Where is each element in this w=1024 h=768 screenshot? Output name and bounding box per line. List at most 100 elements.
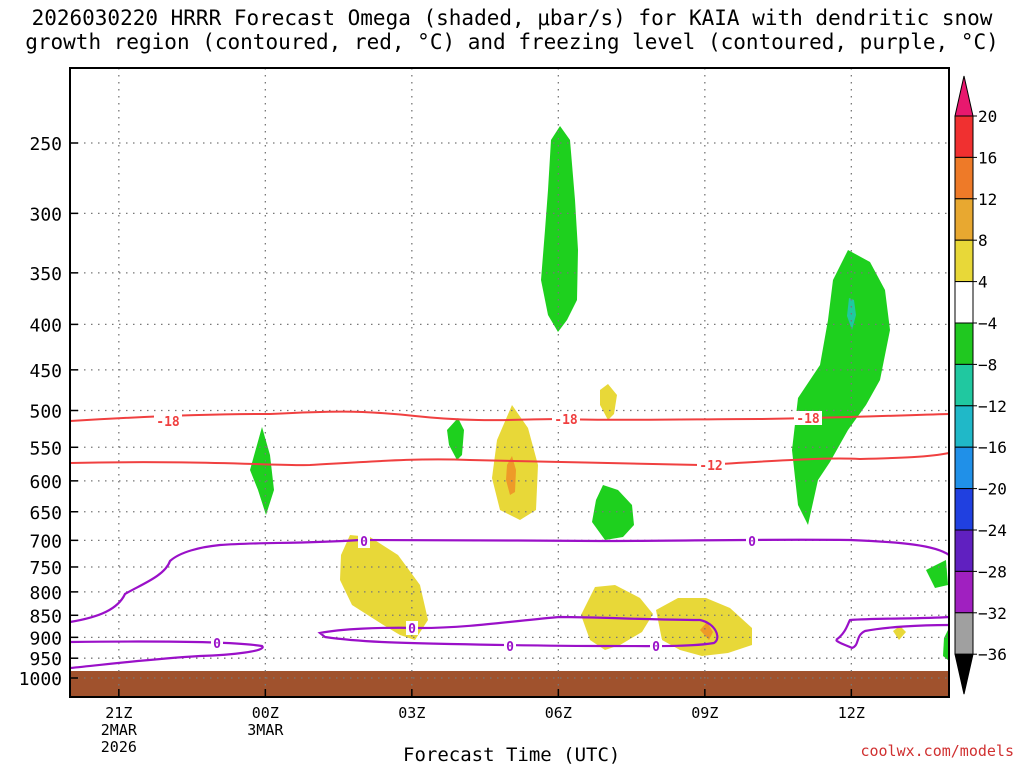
y-tick-label: 550 <box>29 438 62 459</box>
colorbar-label: 12 <box>978 190 997 209</box>
y-tick-label: 300 <box>29 204 62 225</box>
x-tick-label: 00Z <box>252 704 279 722</box>
y-tick-label: 400 <box>29 315 62 336</box>
plot-border <box>69 67 950 698</box>
colorbar-segment <box>954 198 974 241</box>
colorbar-segment <box>954 446 974 490</box>
colorbar-segment <box>954 239 974 283</box>
contour-label-bg <box>154 414 182 428</box>
colorbar-segment <box>954 363 974 407</box>
x-tick-label: 3MAR <box>247 721 284 739</box>
colorbar-bottom-triangle <box>954 653 974 695</box>
y-tick-label: 850 <box>29 606 62 627</box>
contour-label-bg <box>697 458 725 472</box>
y-axis-ticks: 2503003504004505005506006507007508008509… <box>19 134 78 690</box>
colorbar-top-triangle <box>954 75 974 117</box>
x-tick-label: 2026 <box>101 738 137 756</box>
contour-label-bg <box>552 412 580 426</box>
x-tick-label: 03Z <box>398 704 425 722</box>
y-tick-label: 500 <box>29 402 62 423</box>
contour-label: 0 <box>652 640 660 655</box>
colorbar-label: 20 <box>978 107 997 126</box>
temperature-contours: -18 -18 -18 -12 0 0 0 0 0 0 <box>69 410 950 670</box>
chart-title-line-2: growth region (contoured, red, °C) and f… <box>25 30 999 54</box>
y-tick-label: 700 <box>29 531 62 552</box>
x-tick-label: 06Z <box>545 704 572 722</box>
contour-label-bg <box>211 636 223 650</box>
y-tick-label: 750 <box>29 558 62 579</box>
colorbar-label: −12 <box>978 397 1007 416</box>
contour-label: -18 <box>554 413 578 428</box>
colorbar-label: −28 <box>978 562 1007 581</box>
green-blob-2 <box>792 250 890 525</box>
contour-label: -18 <box>796 412 820 427</box>
y-tick-label: 650 <box>29 503 62 524</box>
yellow-blob-6 <box>893 626 906 640</box>
contour-label-bg <box>746 534 758 548</box>
orange-core-2 <box>700 622 713 640</box>
colorbar-segment <box>954 488 974 531</box>
plot-frame <box>69 67 950 698</box>
contour-label: 0 <box>213 637 221 652</box>
contour-dendritic-minus18 <box>69 410 950 422</box>
colorbar-segment <box>954 322 974 365</box>
contour-freezing-upper <box>69 538 950 624</box>
y-tick-label: 800 <box>29 583 62 604</box>
contour-label: 0 <box>748 535 756 550</box>
y-tick-label: 250 <box>29 134 62 155</box>
colorbar-label: 8 <box>978 231 988 250</box>
colorbar-label: 4 <box>978 273 988 292</box>
contour-label: 0 <box>506 640 514 655</box>
contour-freezing-right <box>835 615 950 650</box>
yellow-blob-1 <box>492 405 538 520</box>
x-tick-label: 12Z <box>838 704 865 722</box>
yellow-blob-2 <box>600 384 617 420</box>
colorbar-segment <box>954 570 974 614</box>
green-blob-5 <box>592 485 634 540</box>
contour-label-bg <box>794 411 822 425</box>
colorbar: 20 16 12 8 4 −4 −8 −12 −16 −20 −24 −28 −32 −36 <box>954 75 1007 695</box>
credit-text: coolwx.com/models <box>860 742 1014 760</box>
colorbar-label: −20 <box>978 480 1007 499</box>
x-tick-label: 09Z <box>691 704 718 722</box>
contour-label: -12 <box>699 459 722 474</box>
green-blob-6 <box>926 560 948 588</box>
x-tick-label: 21Z <box>105 704 132 722</box>
x-tick-label: 2MAR <box>101 721 138 739</box>
omega-shaded-fills <box>70 126 949 697</box>
y-tick-label: 600 <box>29 472 62 493</box>
colorbar-segment <box>954 612 974 655</box>
y-tick-label: 900 <box>29 628 62 649</box>
colorbar-segment <box>954 156 974 200</box>
y-tick-label: 1000 <box>19 669 62 690</box>
colorbar-label: −8 <box>978 355 997 374</box>
x-axis-label: Forecast Time (UTC) <box>403 744 621 766</box>
terrain-fill <box>70 671 949 697</box>
contour-label-bg <box>358 534 370 548</box>
contour-label-bg <box>504 639 516 653</box>
contour-dendritic-minus12 <box>69 452 950 467</box>
colorbar-label: −4 <box>978 314 997 333</box>
orange-core-1 <box>506 456 516 495</box>
y-tick-label: 450 <box>29 361 62 382</box>
chart-title-line-1: 2026030220 HRRR Forecast Omega (shaded, … <box>31 6 993 30</box>
chart-title: 2026030220 HRRR Forecast Omega (shaded, … <box>0 6 1024 54</box>
colorbar-label: 16 <box>978 148 997 167</box>
colorbar-label: −24 <box>978 521 1007 540</box>
contour-label-bg <box>650 639 662 653</box>
y-tick-label: 950 <box>29 649 62 670</box>
yellow-blob-3 <box>340 535 428 640</box>
colorbar-label: −32 <box>978 604 1007 623</box>
colorbar-label: −36 <box>978 645 1007 664</box>
green-blob-4 <box>447 418 464 460</box>
colorbar-segment <box>954 115 974 158</box>
contour-label-bg <box>406 621 418 635</box>
colorbar-segment <box>954 281 974 324</box>
colorbar-segment <box>954 405 974 448</box>
contour-label: 0 <box>408 622 416 637</box>
y-tick-label: 350 <box>29 264 62 285</box>
contour-freezing-lower <box>69 640 264 670</box>
green-blob-1 <box>541 126 578 332</box>
